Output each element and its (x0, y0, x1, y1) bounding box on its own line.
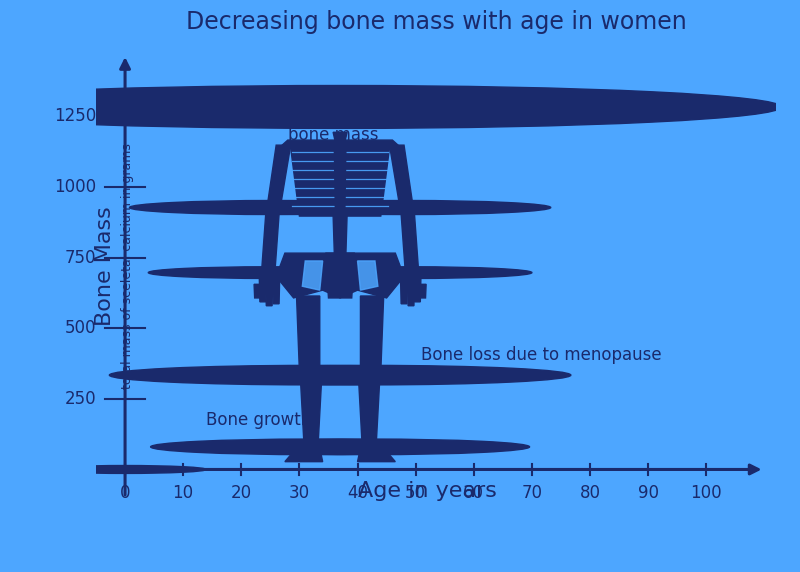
Circle shape (0, 85, 782, 128)
Text: Bone growth: Bone growth (206, 411, 312, 429)
Text: 500: 500 (65, 319, 96, 337)
Text: Bone loss due to menopause: Bone loss due to menopause (422, 346, 662, 364)
Text: 50: 50 (405, 483, 426, 502)
Polygon shape (361, 296, 384, 372)
Title: Decreasing bone mass with age in women: Decreasing bone mass with age in women (186, 10, 686, 34)
Text: 250: 250 (64, 390, 96, 408)
Polygon shape (273, 279, 280, 304)
Polygon shape (414, 279, 421, 302)
Polygon shape (262, 214, 279, 271)
Text: 40: 40 (347, 483, 368, 502)
Polygon shape (254, 284, 261, 298)
Text: Age in years: Age in years (358, 480, 497, 500)
Polygon shape (358, 382, 380, 446)
Polygon shape (302, 261, 322, 290)
Circle shape (209, 439, 530, 455)
Circle shape (262, 201, 550, 214)
Polygon shape (390, 145, 413, 204)
Circle shape (44, 466, 206, 474)
Polygon shape (333, 132, 347, 140)
Text: 1250: 1250 (54, 108, 96, 125)
Polygon shape (401, 214, 418, 271)
Polygon shape (276, 253, 404, 298)
Circle shape (110, 366, 510, 385)
Circle shape (130, 201, 418, 214)
Polygon shape (290, 148, 390, 216)
Text: 20: 20 (230, 483, 252, 502)
Polygon shape (259, 279, 266, 302)
Text: 90: 90 (638, 483, 658, 502)
Polygon shape (358, 261, 378, 290)
Circle shape (148, 267, 389, 279)
Polygon shape (267, 145, 290, 204)
Text: 1000: 1000 (54, 178, 96, 196)
Polygon shape (358, 448, 395, 462)
Text: 10: 10 (173, 483, 194, 502)
Polygon shape (297, 296, 320, 372)
Polygon shape (326, 253, 354, 298)
Text: Female peak
bone mass: Female peak bone mass (288, 105, 394, 144)
Text: 30: 30 (289, 483, 310, 502)
Text: 100: 100 (690, 483, 722, 502)
Polygon shape (266, 279, 273, 306)
Text: 70: 70 (522, 483, 542, 502)
Text: Bone Mass: Bone Mass (94, 206, 114, 326)
Polygon shape (334, 148, 346, 216)
Circle shape (150, 439, 471, 455)
Polygon shape (407, 279, 414, 306)
Polygon shape (279, 140, 401, 148)
Polygon shape (401, 279, 407, 304)
Polygon shape (333, 216, 347, 253)
Text: total mass of sceletal calcium in grams: total mass of sceletal calcium in grams (122, 143, 134, 389)
Text: 80: 80 (579, 483, 601, 502)
Polygon shape (301, 382, 322, 446)
Text: 750: 750 (65, 249, 96, 267)
Text: 0: 0 (120, 483, 130, 502)
Text: 60: 60 (463, 483, 484, 502)
Circle shape (170, 366, 571, 385)
Polygon shape (419, 284, 426, 298)
Circle shape (291, 267, 532, 279)
Polygon shape (285, 448, 322, 462)
